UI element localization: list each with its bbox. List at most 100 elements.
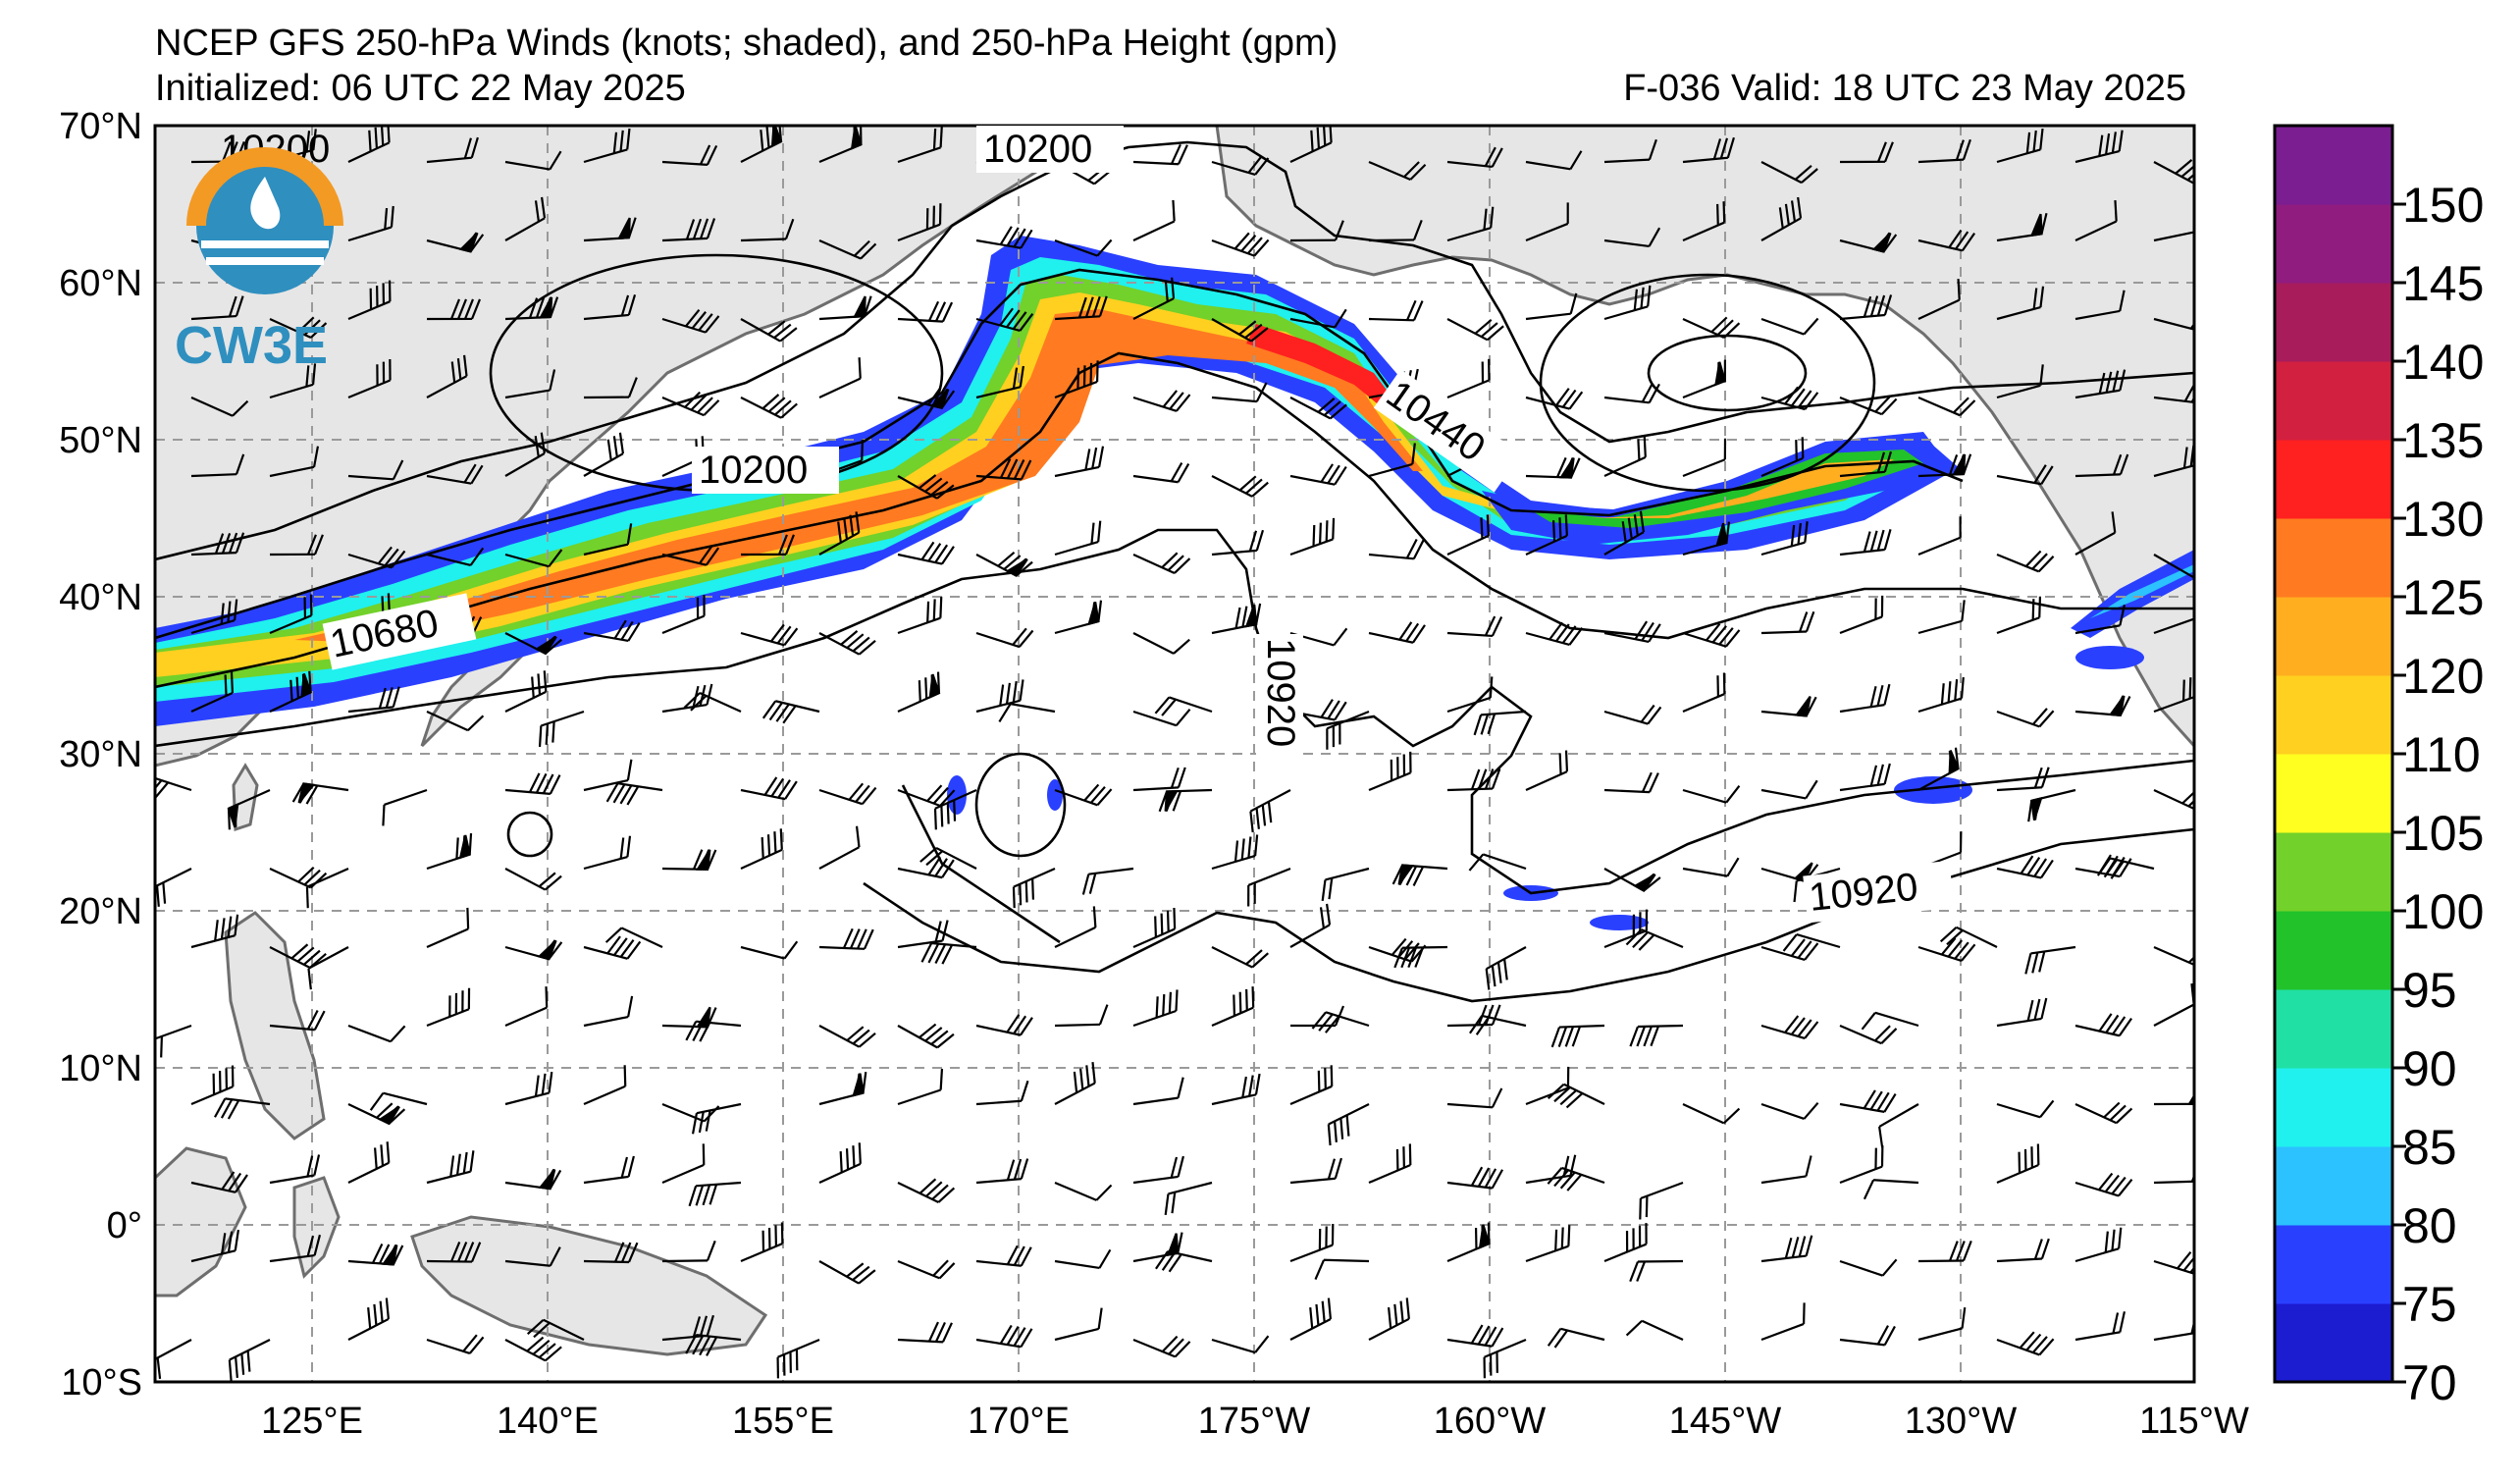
wind-barb [1289, 397, 1347, 420]
wind-barb [1289, 308, 1347, 329]
wind-barb [776, 1338, 820, 1379]
wind-barb [2153, 677, 2194, 714]
wind-barb [347, 358, 392, 399]
wind-barb [426, 547, 485, 566]
wind-barb [1525, 456, 1581, 479]
wind-barb [504, 1072, 553, 1106]
lon-label: 170°E [968, 1401, 1070, 1442]
wind-barb [1996, 1143, 2040, 1185]
contour-southmost [901, 784, 1061, 944]
wind-barb [1368, 219, 1423, 242]
wind-barb [269, 594, 313, 635]
lon-label: 175°W [1198, 1401, 1311, 1442]
wind-barb [347, 1102, 406, 1126]
wind-barb [1485, 946, 1527, 990]
wind-barb [1547, 1327, 1605, 1349]
wind-barb [604, 927, 663, 948]
colorbar-swatch [2275, 989, 2392, 1069]
wind-barb [685, 1333, 742, 1356]
wind-barb [740, 623, 799, 647]
wind-barb [1603, 620, 1661, 644]
wind-barb [2074, 199, 2118, 241]
wind-barb [1391, 864, 1448, 886]
wind-barb [305, 867, 349, 909]
wind-barb [583, 759, 633, 792]
wind-barb [1132, 989, 1179, 1028]
wind-barb [2074, 605, 2126, 635]
wind-barb [583, 217, 637, 242]
wind-barb [214, 1097, 271, 1120]
lat-label: 0° [107, 1205, 142, 1246]
wind-barb [1289, 517, 1336, 556]
colorbar-swatch [2275, 1146, 2392, 1226]
wind-barb [426, 463, 484, 485]
colorbar-swatch [2275, 1303, 2392, 1383]
wind-barb [1682, 1103, 1741, 1125]
wind-barb [897, 1321, 953, 1344]
wind-barb [1603, 227, 1661, 248]
wind-barb [155, 1339, 192, 1379]
wind-barb [382, 788, 428, 826]
wind-barb [1861, 1011, 1919, 1031]
wind-barb [2153, 787, 2194, 811]
wind-barb [818, 511, 861, 556]
wind-barb [1760, 1235, 1813, 1263]
wind-barb [897, 1023, 955, 1049]
wind-barb [2074, 369, 2126, 399]
wind-barb [190, 914, 239, 949]
wind-barb [426, 136, 479, 164]
wind-patch-1 [1894, 776, 1972, 804]
wind-barb [1760, 521, 1809, 556]
wind-barb [975, 226, 1033, 249]
wind-barb [504, 432, 546, 477]
wind-barb [1996, 1238, 2050, 1263]
wind-barb [1446, 514, 1490, 556]
wind-barb [347, 1141, 391, 1184]
contour-south [155, 351, 2194, 689]
wind-barb [818, 825, 861, 870]
wind-barb [228, 1339, 271, 1382]
wind-barb [740, 534, 795, 556]
contour-mid [155, 268, 1964, 640]
wind-barb [1996, 550, 2055, 573]
wind-barb [818, 630, 876, 656]
wind-barb [583, 1065, 627, 1106]
wind-barb [190, 599, 238, 635]
jet-band-135kt [1246, 324, 1403, 417]
wind-barb [818, 126, 863, 164]
wind-barb [1547, 1083, 1605, 1109]
wind-barb [1393, 945, 1448, 969]
wind-barb [426, 833, 473, 871]
wind-barb [1446, 1166, 1504, 1190]
wind-barb [897, 387, 956, 409]
wind-barb [1917, 138, 1971, 164]
latitude-labels: 70°N 60°N 50°N 40°N 30°N 20°N 10°N 0° 10… [59, 106, 142, 1404]
wind-barb [426, 232, 485, 253]
wind-barb [1132, 767, 1186, 792]
wind-barb [1054, 1181, 1113, 1201]
colorbar-swatch [2275, 754, 2392, 833]
wind-barb [1054, 783, 1113, 807]
wind-barb [1760, 779, 1818, 800]
wind-barb [818, 1072, 867, 1106]
wind-barb [1525, 1225, 1571, 1263]
wind-patch-4 [1047, 779, 1063, 811]
wind-barb [1603, 138, 1657, 164]
wind-barb [1839, 1145, 1884, 1185]
wind-barb [661, 595, 706, 635]
wind-barb [504, 939, 563, 961]
wind-barb [583, 1242, 639, 1264]
wind-barb [1054, 295, 1108, 321]
colorbar-label: 105 [2402, 806, 2484, 861]
wind-barb [2153, 159, 2194, 185]
wind-barb [2027, 788, 2076, 822]
wind-barb [1996, 1331, 2055, 1356]
wind-barb [1839, 763, 1891, 792]
wind-barb [661, 849, 717, 871]
wind-barb [1760, 938, 1819, 962]
wind-barb [2074, 1311, 2126, 1342]
wind-barb [426, 354, 468, 398]
wind-barb [1446, 1324, 1504, 1348]
wind-barb [1839, 1024, 1898, 1045]
wind-barb [1996, 364, 2044, 399]
